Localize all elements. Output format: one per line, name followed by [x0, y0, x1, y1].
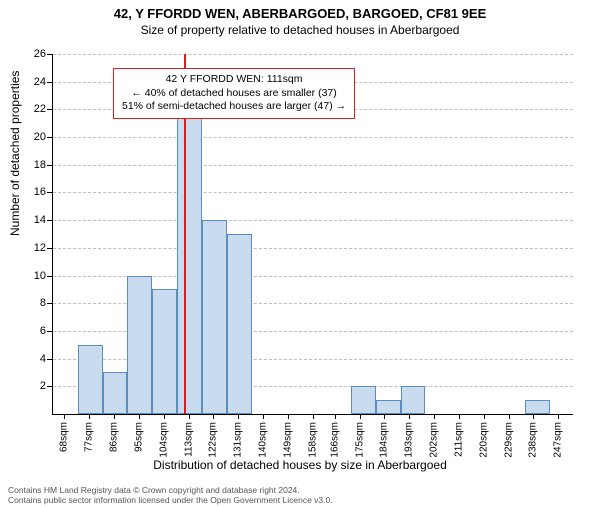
ytick-label: 8	[18, 297, 46, 309]
xtick-mark	[288, 414, 289, 419]
xtick-label: 68sqm	[59, 422, 70, 452]
xtick-label: 193sqm	[404, 422, 415, 458]
xtick-label: 166sqm	[329, 422, 340, 458]
xtick-label: 140sqm	[258, 422, 269, 458]
xtick-label: 238sqm	[528, 422, 539, 458]
xtick-mark	[263, 414, 264, 419]
xtick-mark	[64, 414, 65, 419]
xtick-mark	[558, 414, 559, 419]
xtick-label: 220sqm	[478, 422, 489, 458]
ytick-mark	[47, 165, 52, 166]
xtick-label: 113sqm	[183, 422, 194, 457]
xtick-mark	[213, 414, 214, 419]
ytick-mark	[47, 303, 52, 304]
xtick-mark	[484, 414, 485, 419]
xtick-mark	[409, 414, 410, 419]
ytick-label: 16	[18, 186, 46, 198]
ytick-label: 20	[18, 131, 46, 143]
y-axis-label: Number of detached properties	[8, 71, 22, 236]
ytick-label: 26	[18, 48, 46, 60]
xtick-mark	[164, 414, 165, 419]
xtick-mark	[139, 414, 140, 419]
ytick-label: 10	[18, 270, 46, 282]
xtick-label: 247sqm	[553, 422, 564, 458]
ytick-label: 18	[18, 159, 46, 171]
ytick-label: 4	[18, 353, 46, 365]
footer-line1: Contains HM Land Registry data © Crown c…	[8, 485, 333, 495]
xtick-mark	[189, 414, 190, 419]
xtick-mark	[89, 414, 90, 419]
xtick-label: 202sqm	[429, 422, 440, 458]
xtick-mark	[360, 414, 361, 419]
histogram-chart: 42 Y FFORDD WEN: 111sqm ← 40% of detache…	[52, 54, 572, 414]
xtick-mark	[313, 414, 314, 419]
xtick-label: 175sqm	[354, 422, 365, 458]
xtick-label: 211sqm	[453, 422, 464, 457]
ytick-mark	[47, 248, 52, 249]
ytick-mark	[47, 54, 52, 55]
ytick-label: 2	[18, 380, 46, 392]
ytick-label: 12	[18, 242, 46, 254]
ytick-mark	[47, 82, 52, 83]
xtick-label: 229sqm	[503, 422, 514, 458]
ytick-mark	[47, 386, 52, 387]
ytick-label: 22	[18, 103, 46, 115]
ytick-mark	[47, 359, 52, 360]
ytick-mark	[47, 331, 52, 332]
ytick-label: 14	[18, 214, 46, 226]
xtick-label: 184sqm	[379, 422, 390, 458]
xtick-mark	[434, 414, 435, 419]
xtick-label: 149sqm	[282, 422, 293, 458]
xtick-mark	[384, 414, 385, 419]
xtick-label: 158sqm	[307, 422, 318, 458]
footer-attribution: Contains HM Land Registry data © Crown c…	[8, 485, 333, 505]
ytick-mark	[47, 220, 52, 221]
xtick-label: 77sqm	[84, 422, 95, 452]
xtick-label: 131sqm	[233, 422, 244, 458]
ytick-label: 6	[18, 325, 46, 337]
page-title: 42, Y FFORDD WEN, ABERBARGOED, BARGOED, …	[0, 6, 600, 21]
ytick-mark	[47, 276, 52, 277]
ytick-mark	[47, 192, 52, 193]
ytick-mark	[47, 109, 52, 110]
xtick-mark	[238, 414, 239, 419]
xtick-label: 104sqm	[158, 422, 169, 458]
xtick-mark	[335, 414, 336, 419]
xtick-mark	[459, 414, 460, 419]
xtick-mark	[533, 414, 534, 419]
xtick-mark	[509, 414, 510, 419]
page-subtitle: Size of property relative to detached ho…	[0, 23, 600, 37]
x-axis-label: Distribution of detached houses by size …	[0, 458, 600, 472]
xtick-label: 86sqm	[109, 422, 120, 452]
ytick-label: 24	[18, 76, 46, 88]
xtick-mark	[114, 414, 115, 419]
xtick-label: 122sqm	[208, 422, 219, 458]
xtick-label: 95sqm	[133, 422, 144, 452]
ytick-mark	[47, 137, 52, 138]
